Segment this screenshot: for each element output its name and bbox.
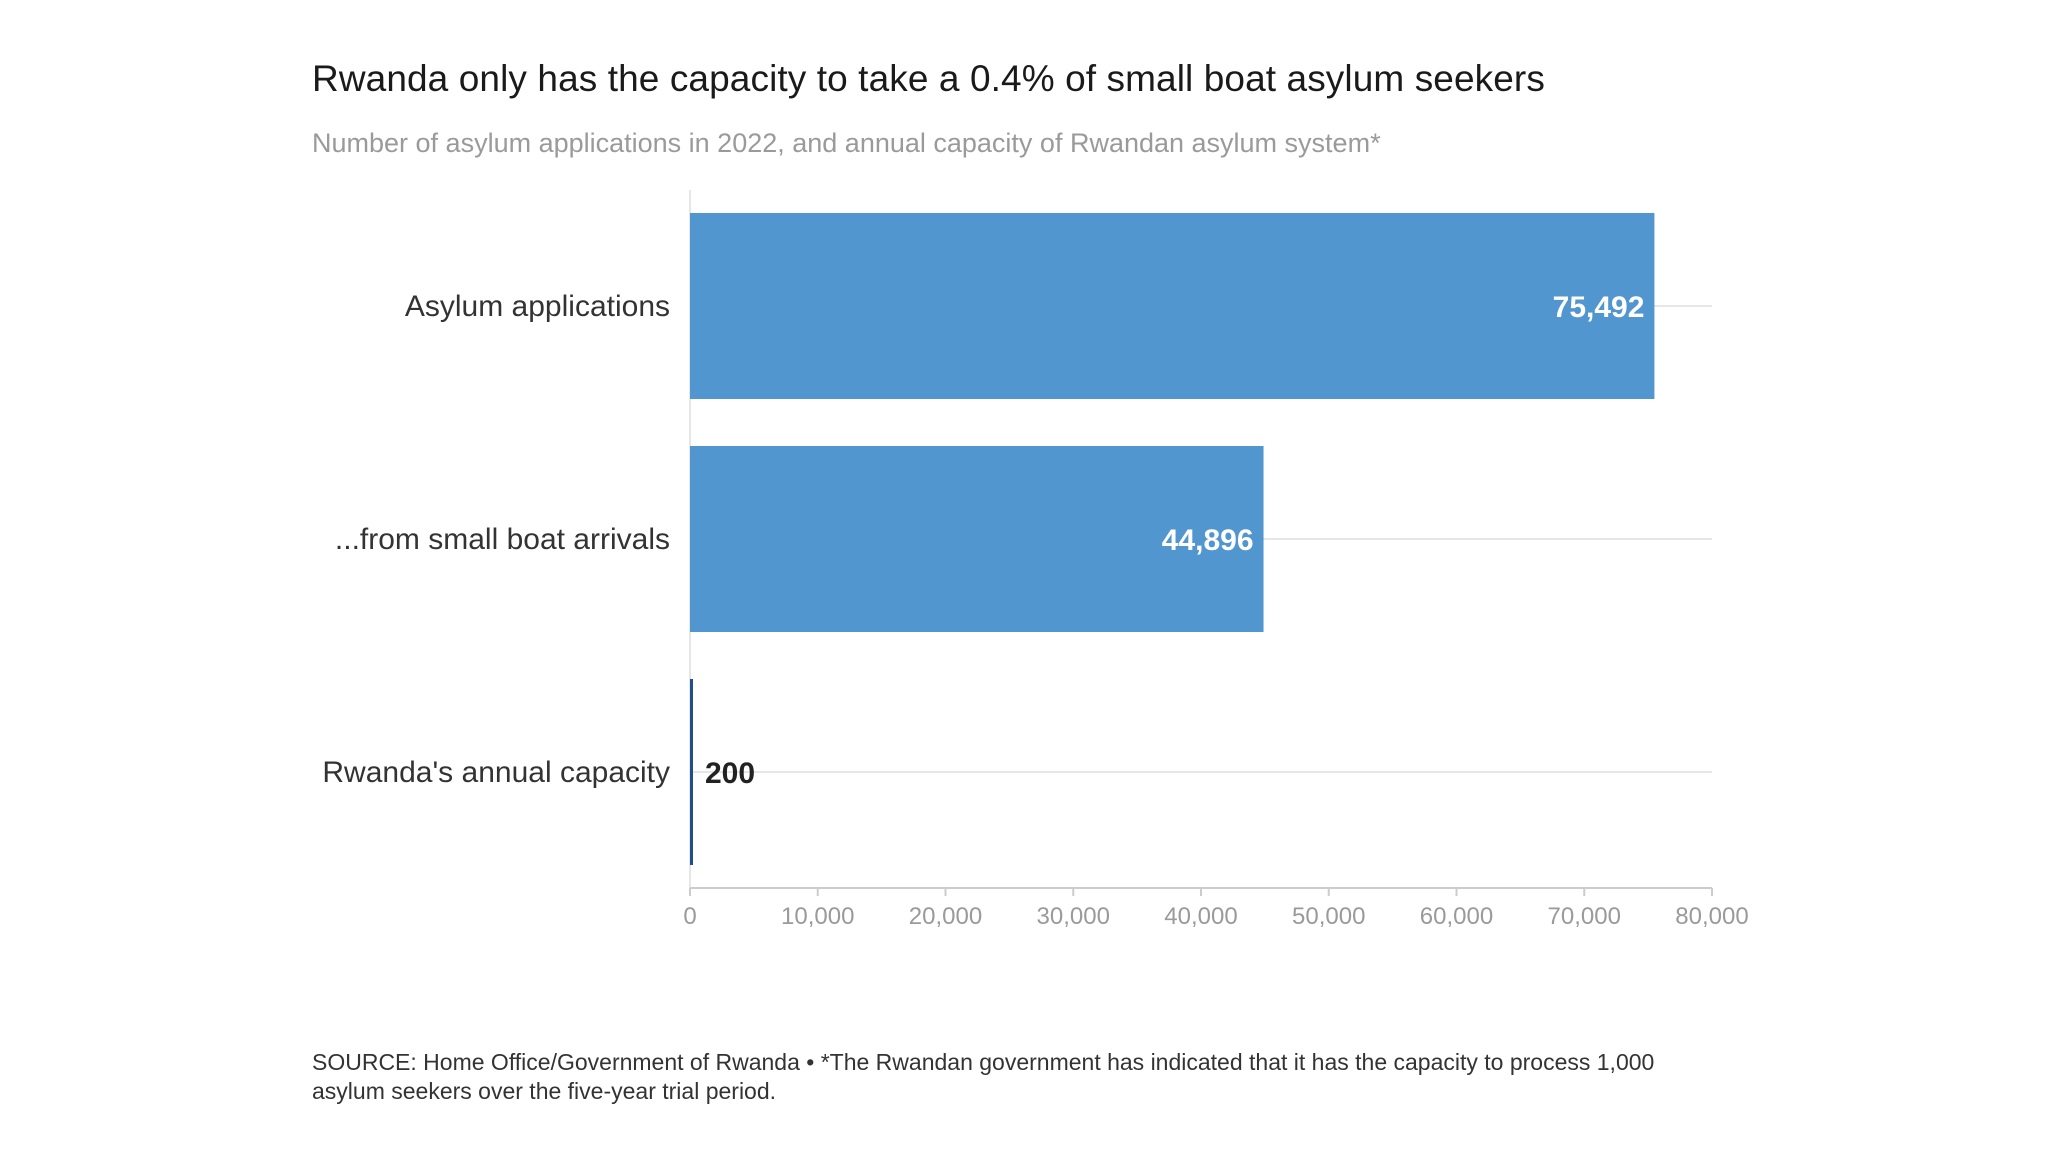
bar-0: [690, 213, 1655, 399]
source-note: SOURCE: Home Office/Government of Rwanda…: [312, 1049, 1655, 1104]
x-tick-label: 40,000: [1164, 903, 1237, 930]
axis-layer: 0 10,000 20,000 30,000 40,000 50,000 60,000 70,…: [683, 887, 1749, 930]
x-tick-label: 10,000: [781, 903, 854, 930]
chart-title: Rwanda only has the capacity to take a 0…: [312, 58, 1545, 99]
x-tick-label: 0: [683, 903, 696, 930]
category-label: Rwanda's annual capacity: [322, 756, 670, 789]
x-tick-label: 60,000: [1420, 903, 1493, 930]
x-tick-label: 80,000: [1675, 903, 1748, 930]
x-tick-label: 20,000: [909, 903, 982, 930]
chart-subtitle: Number of asylum applications in 2022, a…: [312, 128, 1381, 158]
x-tick-label: 30,000: [1037, 903, 1110, 930]
bar-layer: [690, 213, 1655, 865]
x-tick-label: 70,000: [1548, 903, 1621, 930]
bar-2: [690, 679, 693, 865]
category-label: ...from small boat arrivals: [335, 523, 670, 556]
category-label: Asylum applications: [405, 290, 670, 323]
data-label: 200: [705, 757, 755, 790]
x-tick-label: 50,000: [1292, 903, 1365, 930]
data-label: 44,896: [1162, 524, 1254, 557]
bar-1: [690, 446, 1264, 632]
label-layer: Asylum applications 75,492 ...from small b…: [322, 290, 1644, 790]
data-label: 75,492: [1553, 291, 1645, 324]
